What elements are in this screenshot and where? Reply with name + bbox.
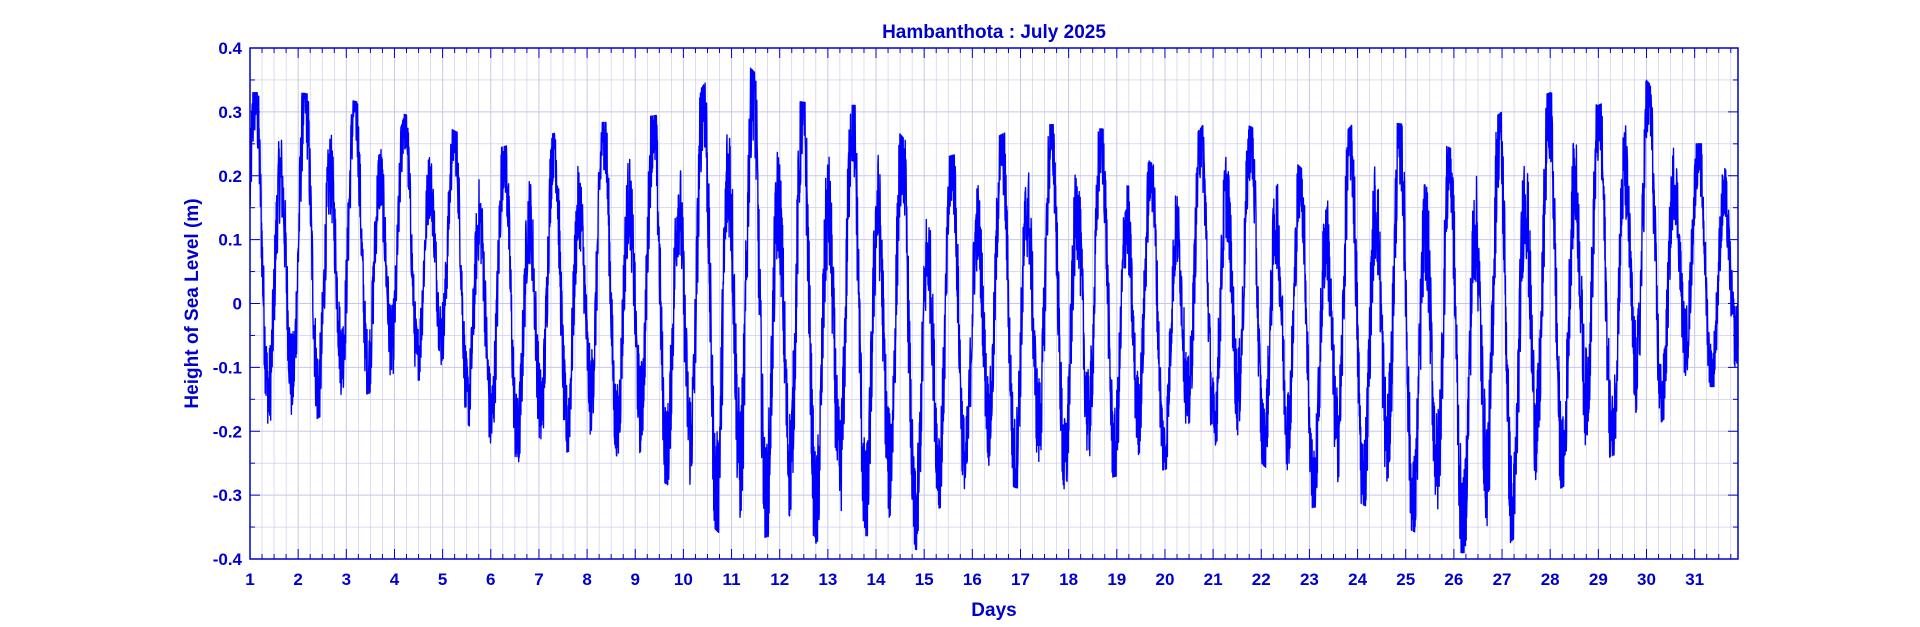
- x-tick-label: 18: [1059, 570, 1078, 589]
- sea-level-line: [249, 67, 1739, 554]
- x-tick-label: 7: [534, 570, 543, 589]
- x-tick-label: 24: [1348, 570, 1367, 589]
- y-axis-label: Height of Sea Level (m): [182, 198, 203, 408]
- x-tick-label: 14: [867, 570, 886, 589]
- x-tick-label: 8: [582, 570, 591, 589]
- y-tick-label: 0: [233, 295, 242, 314]
- x-tick-label: 21: [1204, 570, 1223, 589]
- x-tick-label: 23: [1300, 570, 1319, 589]
- x-tick-label: 6: [486, 570, 495, 589]
- x-tick-label: 27: [1493, 570, 1512, 589]
- x-tick-label: 1: [245, 570, 254, 589]
- x-tick-label: 13: [818, 570, 837, 589]
- y-tick-label: 0.3: [218, 103, 242, 122]
- x-tick-label: 22: [1252, 570, 1271, 589]
- y-tick-label: 0.1: [218, 231, 242, 250]
- x-tick-label: 25: [1396, 570, 1415, 589]
- x-tick-label: 31: [1685, 570, 1704, 589]
- x-tick-label: 15: [915, 570, 934, 589]
- x-tick-label: 28: [1541, 570, 1560, 589]
- y-tick-label: 0.2: [218, 167, 242, 186]
- x-tick-label: 5: [438, 570, 447, 589]
- x-tick-label: 26: [1444, 570, 1463, 589]
- x-tick-label: 19: [1107, 570, 1126, 589]
- y-tick-label: 0.4: [218, 39, 242, 58]
- x-tick-label: 9: [631, 570, 640, 589]
- x-tick-label: 4: [390, 570, 400, 589]
- x-axis-label: Days: [971, 600, 1016, 621]
- x-tick-label: 29: [1589, 570, 1608, 589]
- y-tick-label: -0.4: [213, 550, 243, 569]
- series-sea-level: [249, 67, 1739, 554]
- x-tick-label: 10: [674, 570, 693, 589]
- chart-title: Hambanthota : July 2025: [882, 22, 1106, 43]
- y-tick-label: -0.3: [213, 486, 242, 505]
- x-tick-label: 2: [293, 570, 302, 589]
- x-tick-label: 3: [342, 570, 351, 589]
- y-tick-label: -0.2: [213, 422, 242, 441]
- x-tick-label: 16: [963, 570, 982, 589]
- x-tick-label: 20: [1155, 570, 1174, 589]
- axis-ticks: 1 2 3 4 5 6 7 8 9 10 11 12 13 14 15 16 17 18 19 20 21 22 23 24 2…: [213, 39, 1738, 589]
- x-tick-label: 30: [1637, 570, 1656, 589]
- x-tick-label: 11: [723, 570, 741, 589]
- x-tick-label: 17: [1011, 570, 1030, 589]
- y-tick-label: -0.1: [213, 358, 242, 377]
- x-tick-label: 12: [770, 570, 789, 589]
